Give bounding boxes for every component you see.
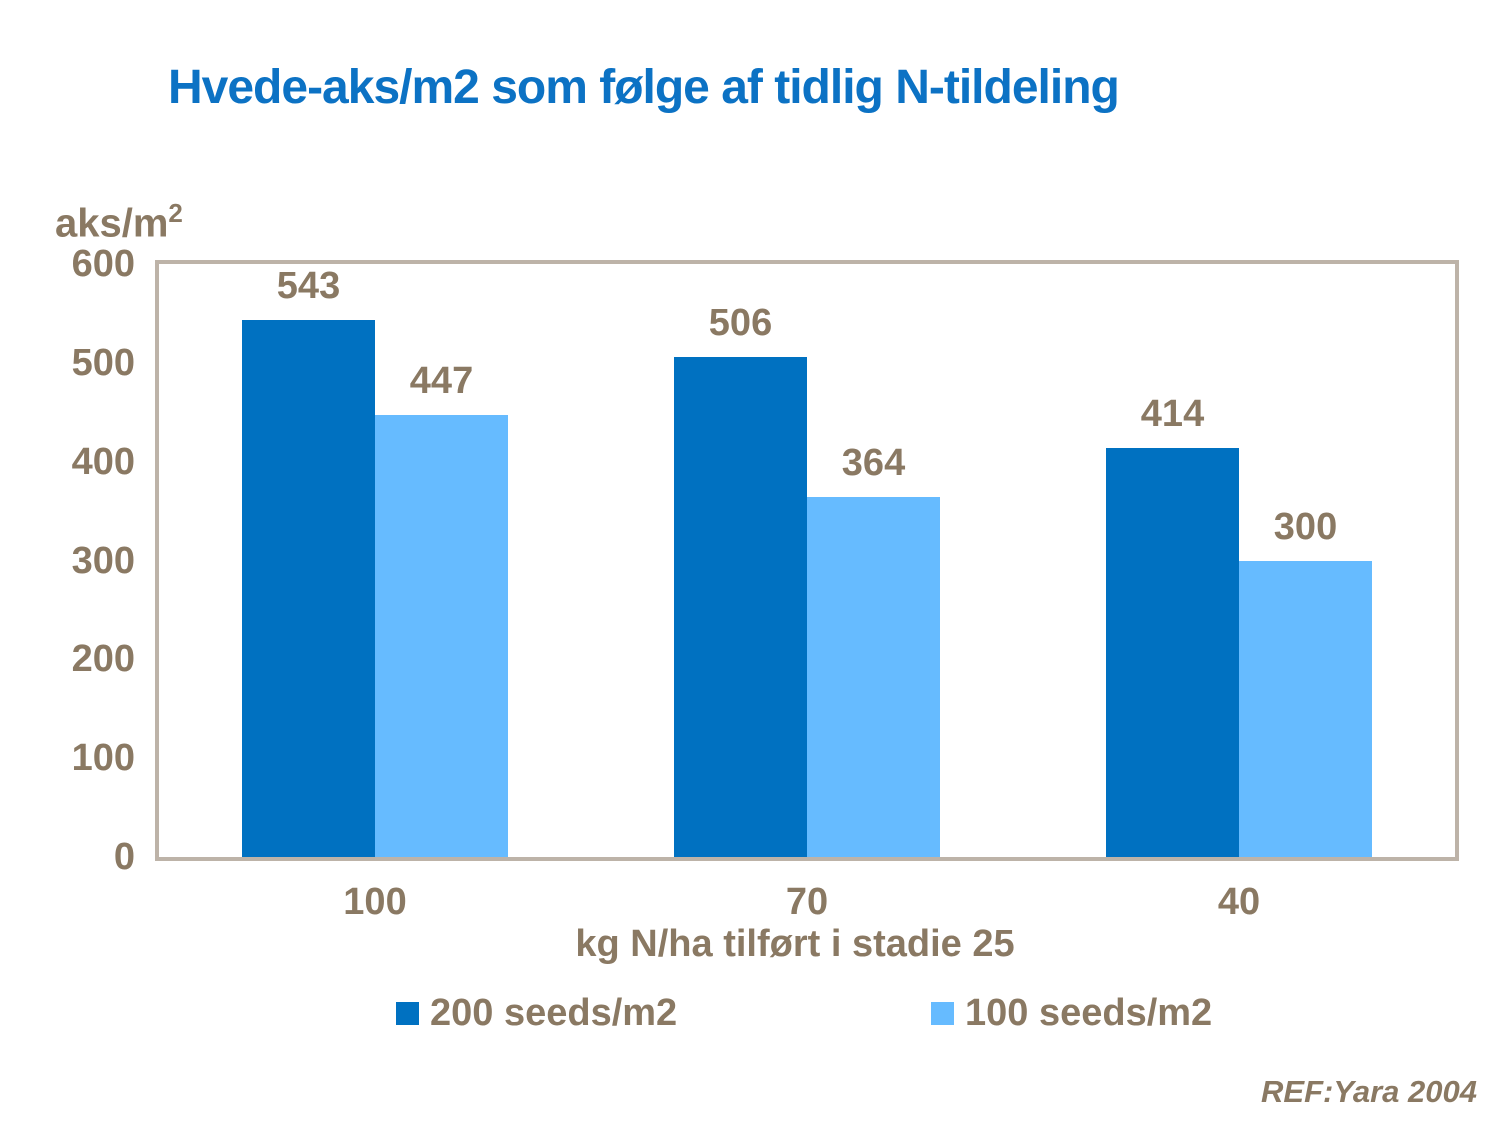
- y-tick-label: 200: [71, 638, 135, 681]
- y-tick-label: 300: [71, 539, 135, 582]
- legend-item: 200 seeds/m2: [396, 992, 677, 1034]
- x-axis-title: kg N/ha tilført i stadie 25: [575, 923, 1015, 965]
- bar-value-label: 447: [409, 360, 474, 403]
- x-tick-label: 40: [1217, 881, 1261, 923]
- legend-item: 100 seeds/m2: [931, 992, 1212, 1034]
- plot-area: 543 506 414 447 364 300: [155, 260, 1459, 861]
- bar-200-seeds-m2-100: [242, 320, 375, 857]
- y-axis-label: aks/m2: [55, 198, 183, 246]
- y-tick-label: 500: [71, 341, 135, 384]
- bar-value-label: 364: [841, 442, 906, 485]
- x-tick-label: 70: [785, 881, 829, 923]
- bar-value-label: 414: [1140, 392, 1205, 435]
- bar-200-seeds-m2-40: [1106, 447, 1239, 857]
- y-tick-label: 100: [71, 737, 135, 780]
- chart-title: Hvede-aks/m2 som følge af tidlig N-tilde…: [168, 61, 1120, 114]
- y-tick-label: 600: [71, 243, 135, 285]
- legend-swatch-icon: [931, 1001, 954, 1025]
- bar-value-label: 506: [708, 301, 773, 344]
- reference-note: REF:Yara 2004: [1261, 1074, 1477, 1109]
- bar-200-seeds-m2-70: [674, 356, 807, 857]
- bar-100-seeds-m2-100: [375, 415, 508, 857]
- bar-value-label: 543: [276, 265, 341, 308]
- legend-label: 100 seeds/m2: [965, 992, 1213, 1034]
- y-tick-label: 400: [71, 440, 135, 483]
- bar-100-seeds-m2-40: [1239, 560, 1372, 857]
- y-axis-label-base: aks/m: [55, 201, 169, 246]
- legend-label: 200 seeds/m2: [430, 992, 678, 1034]
- legend-swatch-icon: [396, 1001, 419, 1025]
- bar-value-label: 300: [1273, 505, 1338, 548]
- y-tick-label: 0: [113, 836, 135, 878]
- y-axis-label-sup: 2: [168, 198, 183, 228]
- x-tick-label: 100: [343, 881, 407, 923]
- bar-100-seeds-m2-70: [807, 497, 940, 857]
